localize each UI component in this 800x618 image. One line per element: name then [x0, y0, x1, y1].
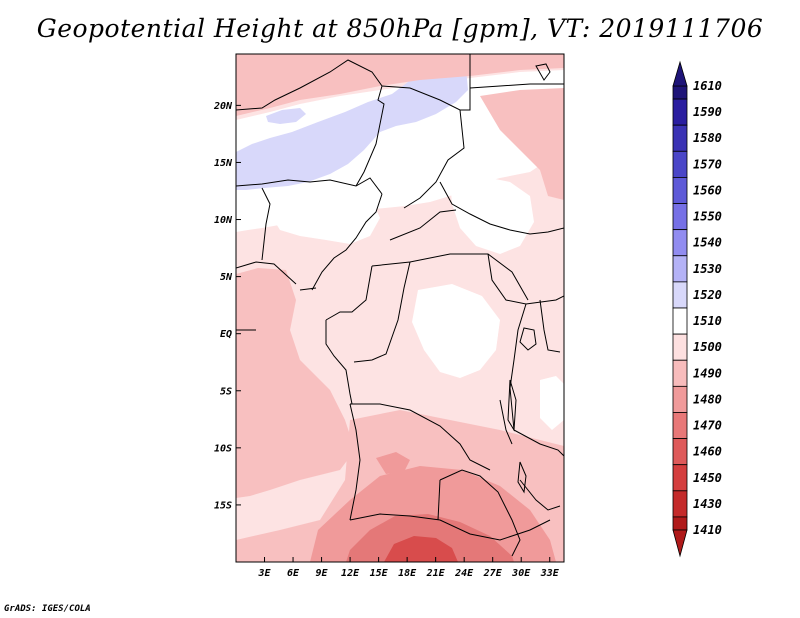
- colorbar-swatch: [672, 333, 688, 361]
- country-boundaries: [236, 54, 564, 557]
- field-1460-core: [384, 536, 458, 562]
- lat-tick-label: 15N: [214, 158, 233, 169]
- lon-tick-label: 27E: [483, 568, 503, 579]
- lat-tick-label: EQ: [220, 329, 232, 340]
- field-1510-sudan: [450, 176, 534, 254]
- colorbar-label: 1570: [693, 157, 722, 171]
- lon-tick-label: 3E: [257, 568, 271, 579]
- map-title: Geopotential Height at 850hPa [gpm], VT:…: [36, 14, 764, 43]
- colorbar-label: 1410: [693, 523, 722, 537]
- colorbar-label: 1580: [693, 131, 722, 145]
- lon-tick-label: 21E: [426, 568, 446, 579]
- colorbar-swatch: [672, 281, 688, 309]
- colorbar-swatch: [672, 150, 688, 178]
- lon-tick-label: 12E: [341, 568, 360, 579]
- colorbar-label: 1540: [693, 236, 722, 250]
- colorbar-swatch: [672, 359, 688, 387]
- lat-tick-label: 10N: [214, 215, 233, 226]
- lat-tick-label: 15S: [214, 500, 232, 511]
- lat-axis: 20N 15N 10N 5N EQ 5S 10S 15S: [213, 101, 241, 511]
- colorbar-label: 1430: [693, 497, 722, 511]
- lon-axis: 3E 6E 9E 12E 15E 18E 21E 24E 27E 30E 33E: [257, 557, 560, 579]
- colorbar-swatch: [672, 98, 688, 126]
- colorbar-label: 1590: [693, 105, 722, 119]
- lon-tick-label: 6E: [287, 568, 300, 579]
- colorbar-label: 1490: [693, 366, 722, 380]
- lon-tick-label: 9E: [316, 568, 329, 579]
- colorbar-swatch: [672, 203, 688, 231]
- colorbar-top-arrow: [672, 60, 688, 87]
- colorbar-swatch: [672, 307, 688, 335]
- field-1490-north: [236, 54, 564, 116]
- lakes: [507, 63, 551, 494]
- colorbar-label: 1560: [693, 183, 722, 197]
- colorbar-swatch: [672, 464, 688, 492]
- colorbar-swatch: [672, 177, 688, 204]
- field-1510-nigeria: [270, 184, 380, 244]
- colorbar-label: 1500: [693, 340, 722, 354]
- colorbar-swatch: [672, 124, 688, 152]
- field-1520-sahel: [236, 58, 468, 190]
- field-1490-atlantic: [236, 268, 355, 498]
- colorbar-swatch: [672, 385, 688, 413]
- lat-tick-label: 5N: [220, 272, 233, 283]
- lat-tick-label: 20N: [213, 101, 233, 112]
- colorbar-label: 1470: [693, 419, 722, 433]
- lat-tick-label: 5S: [220, 386, 232, 397]
- colorbar-label: 1460: [693, 445, 722, 459]
- footer-credit: GrADS: IGES/COLA: [4, 604, 91, 614]
- colorbar-label: 1610: [693, 79, 722, 93]
- field-1490-east: [480, 88, 564, 200]
- colorbar-swatch: [672, 85, 688, 100]
- colorbar-label: 1450: [693, 471, 722, 485]
- colorbar-swatch: [672, 438, 688, 466]
- colorbar-label: 1530: [693, 262, 722, 276]
- colorbar-label: 1480: [693, 392, 722, 406]
- colorbar-bottom-arrow: [672, 529, 688, 558]
- colorbar-swatch: [672, 255, 688, 283]
- colorbar: 1610 1590 1580 1570 1560 1550 1540 1530 1520 1510…: [672, 60, 722, 558]
- lon-tick-label: 15E: [370, 568, 389, 579]
- lat-tick-label: 10S: [214, 443, 232, 454]
- map-plot-area: [236, 54, 564, 562]
- colorbar-swatch: [672, 229, 688, 257]
- field-1520-strip: [266, 108, 306, 124]
- lon-tick-label: 30E: [511, 568, 531, 579]
- map-frame: [235, 53, 565, 563]
- colorbar-swatch: [672, 412, 688, 439]
- field-1510-east: [540, 376, 564, 430]
- lon-tick-label: 24E: [454, 568, 474, 579]
- field-1480-patch: [376, 452, 410, 474]
- field-1510-congo: [412, 284, 500, 378]
- lon-tick-label: 33E: [540, 568, 560, 579]
- colorbar-swatch: [672, 490, 688, 518]
- colorbar-label: 1510: [693, 314, 722, 328]
- colorbar-label: 1550: [693, 210, 722, 224]
- colorbar-label: 1520: [693, 288, 722, 302]
- colorbar-swatch: [672, 516, 688, 531]
- lon-tick-label: 18E: [398, 568, 417, 579]
